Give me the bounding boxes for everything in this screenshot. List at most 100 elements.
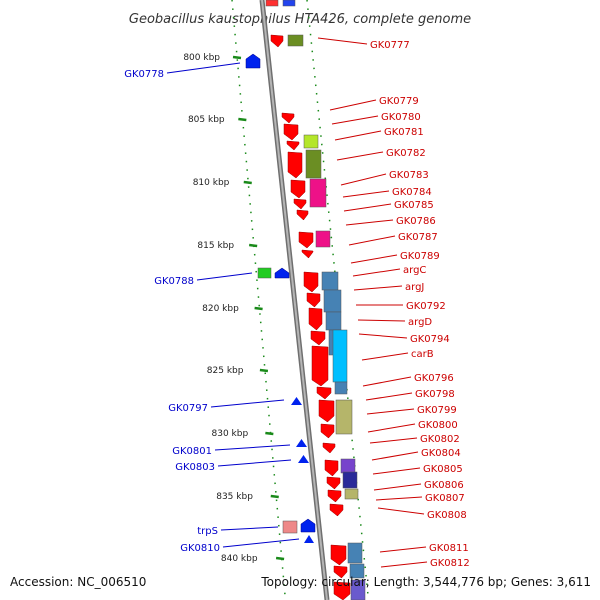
gene-arrow — [333, 581, 351, 600]
leader-line — [366, 408, 415, 415]
right-gene-label: GK0802 — [420, 434, 460, 445]
right-gene-label: GK0794 — [410, 334, 450, 345]
left-gene-label: GK0797 — [168, 403, 208, 414]
map-title: Geobacillus kaustophilus HTA426, complet… — [129, 12, 471, 27]
right-gene-label: GK0804 — [421, 448, 461, 459]
gene-arrow — [322, 442, 336, 454]
gene-arrow — [310, 330, 326, 346]
gene-arrow — [311, 345, 329, 387]
leader-line — [352, 268, 401, 277]
gene-box — [332, 329, 348, 383]
leader-line — [348, 235, 396, 246]
right-gene-label: GK0800 — [418, 420, 458, 431]
leader-line — [317, 37, 368, 45]
leader-line — [350, 254, 398, 264]
right-gene-label: GK0784 — [392, 187, 432, 198]
right-gene-label: argJ — [405, 282, 424, 293]
right-gene-label: GK0807 — [425, 493, 465, 504]
leader-line — [373, 483, 422, 491]
left-gene-label: GK0778 — [124, 69, 164, 80]
gene-arrow — [330, 544, 347, 566]
gene-arrow — [306, 292, 321, 308]
leader-line — [166, 62, 241, 74]
gene-arrow-reverse — [298, 455, 309, 463]
gene-box — [321, 271, 339, 291]
right-gene-labels: GK0777 GK0779 GK0780 GK0781 GK0782 GK0783 GK07… — [317, 37, 470, 569]
right-gene-label: GK0792 — [406, 301, 446, 312]
gene-arrow — [290, 179, 306, 199]
leader-line — [372, 467, 421, 475]
leader-line — [334, 130, 382, 141]
scale-label: 800 kbp — [183, 53, 220, 63]
right-gene-label: GK0805 — [423, 464, 463, 475]
leader-line — [331, 115, 379, 125]
gene-arrow-reverse — [296, 439, 307, 447]
right-gene-label: GK0777 — [370, 40, 410, 51]
leader-line — [342, 190, 390, 198]
scale-tick — [243, 180, 252, 185]
gene-box — [282, 520, 298, 534]
right-gene-label: GK0787 — [398, 232, 438, 243]
scale-label: 815 kbp — [197, 241, 234, 251]
gene-box — [282, 0, 296, 7]
gene-arrow — [308, 307, 323, 331]
inner-track-dots — [231, 0, 286, 596]
scale-tick — [259, 368, 269, 373]
gene-arrow — [293, 198, 307, 210]
gene-arrow — [287, 151, 303, 179]
gene-arrow — [318, 399, 335, 423]
right-gene-label: GK0779 — [379, 96, 419, 107]
scale-tick — [238, 117, 247, 122]
right-gene-label: GK0796 — [414, 373, 454, 384]
gene-box — [344, 488, 359, 500]
scale-ruler: 800 kbp 805 kbp 810 kbp 815 kbp 820 kbp 825 k… — [183, 53, 285, 564]
backbone-highlight — [261, 0, 328, 600]
scale-label: 810 kbp — [193, 178, 230, 188]
topology-text: Topology: circular; Length: 3,544,776 bp… — [260, 575, 591, 589]
scale-label: 825 kbp — [207, 366, 244, 376]
left-gene-labels: GK0778 GK0788 GK0797 GK0801 GK0803 trpS GK0810 — [124, 62, 300, 554]
scale-tick — [254, 306, 263, 311]
gene-arrow — [303, 271, 319, 293]
gene-arrow — [316, 386, 332, 400]
scale-label: 835 kbp — [216, 492, 253, 502]
scale-tick — [232, 55, 242, 60]
gene-arrow — [286, 140, 300, 151]
gene-arrow-reverse — [291, 397, 302, 405]
gene-box — [334, 381, 348, 395]
right-gene-label: GK0786 — [396, 216, 436, 227]
leader-line — [340, 173, 387, 186]
leader-line — [371, 451, 419, 461]
scale-tick — [270, 494, 279, 499]
leader-line — [367, 423, 416, 433]
right-gene-label: GK0781 — [384, 127, 424, 138]
gene-box — [350, 579, 366, 600]
gene-arrow — [324, 459, 339, 477]
leader-line — [196, 272, 253, 281]
leader-line — [329, 99, 377, 111]
leader-line — [375, 496, 423, 501]
gene-box — [335, 399, 353, 435]
gene-arrow-reverse — [304, 535, 314, 543]
leader-line — [358, 333, 408, 339]
gene-arrow — [281, 112, 295, 124]
gene-arrow — [301, 249, 314, 259]
right-gene-label: GK0812 — [430, 558, 470, 569]
gene-arrow-reverse — [274, 267, 290, 279]
leader-line — [214, 444, 291, 451]
leader-line — [361, 352, 409, 361]
leader-line — [336, 151, 384, 161]
gene-arrow — [298, 231, 314, 249]
gene-arrow-reverse — [300, 518, 316, 533]
gene-box — [323, 289, 342, 313]
scale-label: 820 kbp — [202, 304, 239, 314]
gene-box — [315, 230, 331, 248]
leader-line — [345, 219, 394, 226]
right-gene-label: GK0798 — [415, 389, 455, 400]
gene-box — [340, 458, 356, 474]
left-gene-label: GK0801 — [172, 446, 212, 457]
right-gene-label: GK0799 — [417, 405, 457, 416]
gene-box — [309, 178, 327, 208]
